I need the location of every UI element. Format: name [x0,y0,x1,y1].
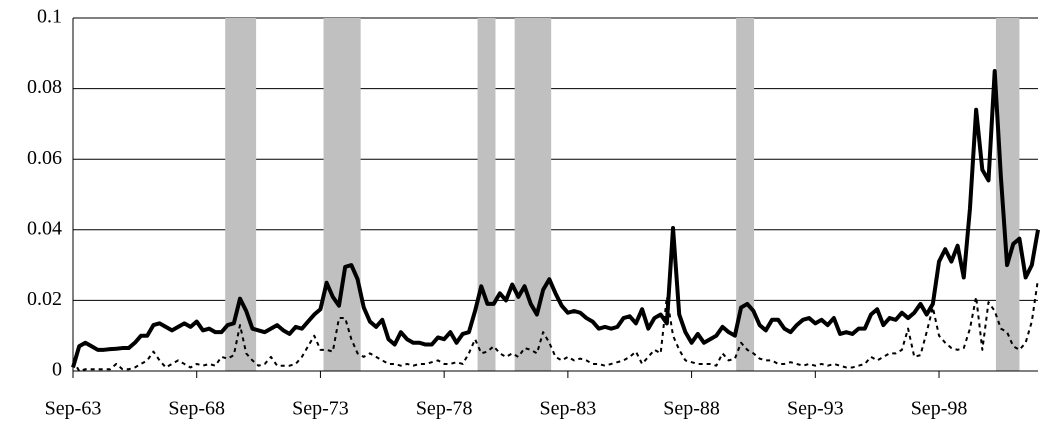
shaded-period [736,18,755,371]
shaded-period [995,18,1020,371]
shaded-period [514,18,552,371]
x-tick-label: Sep-78 [416,398,473,420]
y-tick-label: 0.02 [27,288,62,310]
shaded-period [323,18,361,371]
x-tick-label: Sep-73 [292,398,349,420]
y-tick-label: 0.06 [27,147,62,169]
x-tick-label: Sep-63 [45,398,102,420]
y-tick-label: 0.04 [27,217,62,239]
x-tick-label: Sep-83 [540,398,597,420]
y-tick-label: 0.08 [27,76,62,98]
x-tick-label: Sep-98 [911,398,968,420]
x-tick-label: Sep-88 [663,398,720,420]
x-tick-label: Sep-93 [787,398,844,420]
x-tick-label: Sep-68 [168,398,225,420]
series-line [71,68,1040,369]
shaded-period [477,18,496,371]
shaded-period [225,18,257,371]
y-tick-label: 0 [52,359,62,381]
y-tick-label: 0.1 [37,6,62,28]
